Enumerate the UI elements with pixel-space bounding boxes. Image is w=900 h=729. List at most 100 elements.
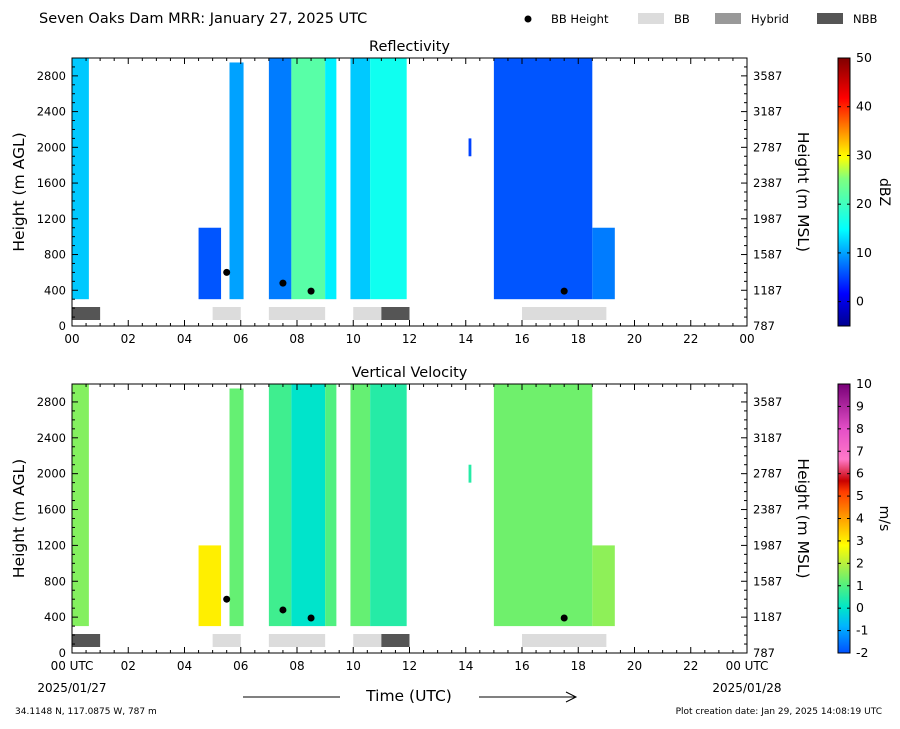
x-tick-label: 02 — [121, 659, 136, 673]
y-tick-label: 2800 — [37, 69, 66, 83]
x-tick-label: 00 — [64, 332, 79, 346]
y-tick-label: 2000 — [37, 467, 66, 481]
bb-type-bar — [268, 634, 326, 647]
x-tick-label: 04 — [177, 659, 192, 673]
x-tick-label: 22 — [683, 659, 698, 673]
legend-label: BB — [674, 12, 690, 26]
echo-segment — [325, 384, 337, 627]
echo-segment — [493, 384, 593, 627]
start-date: 2025/01/27 — [37, 681, 106, 695]
vertical-velocity-frame — [71, 383, 748, 654]
reflectivity-bb-type-bars — [72, 307, 607, 320]
x-tick-label: 06 — [233, 332, 248, 346]
vertical-velocity-x-ticks — [71, 384, 748, 653]
echo-segment — [592, 545, 615, 627]
y-tick-label: 2400 — [37, 431, 66, 445]
bb-height-point — [560, 287, 568, 295]
bb-height-point — [223, 595, 231, 603]
x-tick-label: 22 — [683, 332, 698, 346]
legend-item-nbb: NBB — [817, 12, 877, 26]
y2-tick-label: 1187 — [753, 610, 782, 624]
vertical-velocity-colorbar: -2 -1 0 1 2 3 4 5 6 7 8 9 10 m/s — [837, 376, 892, 660]
colorbar-tick-label: -2 — [856, 645, 868, 660]
echo-segment — [198, 227, 222, 300]
y-tick-label: 0 — [59, 319, 66, 333]
vertical-velocity-y-ticks — [72, 383, 747, 654]
y-tick-label: 2800 — [37, 395, 66, 409]
vertical-velocity-title: Vertical Velocity — [352, 365, 468, 381]
bb-type-bar — [353, 307, 382, 320]
x-tick-label: 12 — [402, 659, 417, 673]
legend-label: BB Height — [551, 12, 609, 26]
x-tick-label: 18 — [571, 659, 586, 673]
y-tick-label: 1600 — [37, 176, 66, 190]
colorbar-tick-label: 6 — [856, 466, 864, 481]
colorbar-tick-label: 1 — [856, 578, 864, 593]
echo-segment — [592, 227, 615, 300]
echo-segment — [268, 58, 292, 300]
y2-tick-label: 1587 — [753, 574, 782, 588]
y-tick-label: 1600 — [37, 503, 66, 517]
x-tick-label: 10 — [346, 659, 361, 673]
y-tick-label: 2400 — [37, 105, 66, 119]
reflectivity-title: Reflectivity — [369, 39, 450, 55]
y2-tick-label: 3587 — [753, 395, 782, 409]
bb-type-bar — [212, 307, 241, 320]
colorbar-tick-label: 50 — [856, 50, 872, 65]
y2-tick-label: 1187 — [753, 283, 782, 297]
echo-segment — [291, 384, 326, 627]
y-tick-label: 0 — [59, 646, 66, 660]
echo-segment — [72, 58, 89, 300]
bb-height-point — [279, 279, 287, 287]
x-tick-label: 16 — [514, 332, 529, 346]
bb-type-bar — [522, 634, 607, 647]
x-tick-label: 20 — [627, 332, 642, 346]
y-tick-label: 2000 — [37, 140, 66, 154]
bb-height-point — [307, 287, 315, 295]
creation-date: Plot creation date: Jan 29, 2025 14:08:1… — [676, 707, 882, 717]
bb-type-bar — [353, 634, 382, 647]
y2-tick-label: 3587 — [753, 69, 782, 83]
y2-tick-label: 787 — [753, 319, 775, 333]
vertical-velocity-bb-type-bars — [72, 634, 607, 647]
colorbar-tick-label: 20 — [856, 196, 872, 211]
y2-tick-label: 3187 — [753, 105, 782, 119]
y-tick-label: 1200 — [37, 212, 66, 226]
echo-segment — [229, 62, 244, 300]
bb-type-bar — [381, 634, 410, 647]
x-tick-label: 10 — [346, 332, 361, 346]
y2-tick-label: 2787 — [753, 467, 782, 481]
echo-segment — [72, 384, 89, 627]
y2-tick-label: 1987 — [753, 538, 782, 552]
legend-swatch — [715, 13, 741, 24]
reflectivity-bb-height-points — [223, 268, 568, 295]
x-tick-label: 14 — [458, 659, 473, 673]
colorbar-tick-label: 7 — [856, 443, 864, 458]
reflectivity-x-ticks — [71, 58, 748, 326]
figure-title: Seven Oaks Dam MRR: January 27, 2025 UTC — [39, 11, 367, 27]
bb-type-bar — [268, 307, 326, 320]
colorbar-tick-label: 8 — [856, 421, 864, 436]
vertical-velocity-echo-field — [72, 384, 615, 627]
echo-segment — [468, 138, 472, 157]
x-tick-label: 14 — [458, 332, 473, 346]
y2-tick-label: 3187 — [753, 431, 782, 445]
y2-tick-label: 2787 — [753, 140, 782, 154]
y2-tick-label: 1987 — [753, 212, 782, 226]
reflectivity-y-ticks — [72, 57, 747, 327]
legend-dot — [524, 15, 532, 23]
bb-type-bar — [381, 307, 410, 320]
colorbar-tick-label: 0 — [856, 600, 864, 615]
reflectivity-units-label: dBZ — [876, 178, 892, 206]
vertical-velocity-units-label: m/s — [876, 506, 892, 532]
echo-segment — [370, 384, 407, 627]
time-arrow — [243, 691, 578, 703]
x-tick-label: 08 — [289, 659, 304, 673]
y-tick-label: 400 — [44, 610, 66, 624]
echo-segment — [268, 384, 292, 627]
colorbar-tick-label: 4 — [856, 511, 864, 526]
reflectivity-y2-label: Height (m MSL) — [794, 132, 812, 252]
vertical-velocity-y2-label: Height (m MSL) — [794, 458, 812, 578]
x-tick-label: 20 — [627, 659, 642, 673]
